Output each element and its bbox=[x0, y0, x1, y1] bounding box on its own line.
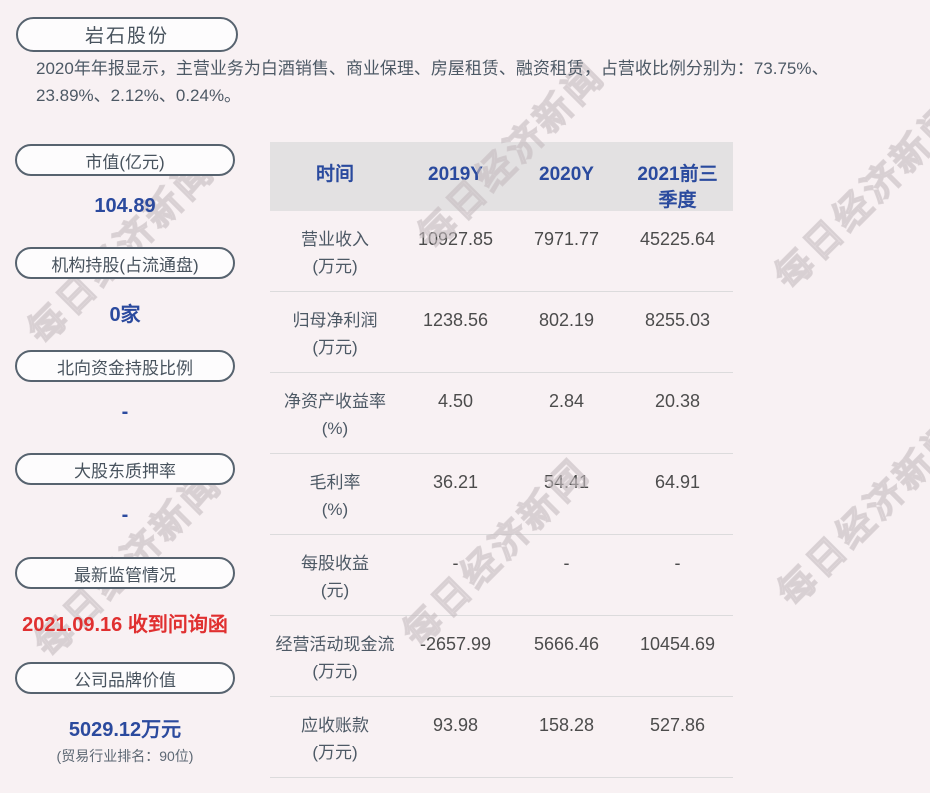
stat-value: 0家 bbox=[109, 304, 141, 326]
table-row: 毛利率 (%) 36.21 54.41 64.91 bbox=[270, 454, 733, 535]
metric-name: 净资产收益率 bbox=[284, 392, 386, 411]
stat-label-pill: 市值(亿元) bbox=[15, 144, 235, 176]
company-name-pill: 岩石股份 bbox=[16, 17, 238, 52]
table-row: 经营活动现金流 (万元) -2657.99 5666.46 10454.69 bbox=[270, 616, 733, 697]
stat-label-pill: 大股东质押率 bbox=[15, 453, 235, 485]
cell-2021q3: 8255.03 bbox=[644, 310, 711, 330]
metric-name: 营业收入 bbox=[301, 230, 369, 249]
metric-label: 净资产收益率 (%) bbox=[270, 373, 400, 453]
stat-label: 市值(亿元) bbox=[85, 152, 165, 172]
cell-2020: 54.41 bbox=[543, 472, 590, 492]
metric-unit: (万元) bbox=[312, 257, 358, 276]
metric-unit: (%) bbox=[321, 419, 349, 438]
metric-name: 归母净利润 bbox=[292, 311, 378, 330]
metric-label: 应收账款 (万元) bbox=[270, 697, 400, 777]
financial-table: 时间 2019Y 2020Y 2021前三 季度 营业收入 (万元) 10927… bbox=[270, 142, 733, 778]
watermark-text: 每日经济新闻 bbox=[766, 93, 930, 297]
metric-unit: (万元) bbox=[312, 662, 358, 681]
table-row: 每股收益 (元) - - - bbox=[270, 535, 733, 616]
metric-name: 每股收益 bbox=[301, 554, 369, 573]
watermark-text: 每日经济新闻 bbox=[769, 410, 930, 614]
stat-label: 公司品牌价值 bbox=[74, 670, 176, 690]
table-row: 应收账款 (万元) 93.98 158.28 527.86 bbox=[270, 697, 733, 778]
cell-2020: 5666.46 bbox=[533, 634, 600, 654]
cell-2019: - bbox=[452, 553, 459, 573]
metric-unit: (万元) bbox=[312, 743, 358, 762]
stat-label: 机构持股(占流通盘) bbox=[51, 255, 199, 275]
stat-value: 5029.12万元 bbox=[68, 719, 182, 741]
cell-2021q3: - bbox=[674, 553, 681, 573]
metric-name: 毛利率 bbox=[309, 473, 361, 492]
stat-brand-value: 公司品牌价值 5029.12万元 (贸易行业排名：90位) bbox=[15, 662, 235, 766]
table-header-2021q3: 2021前三 季度 bbox=[637, 164, 718, 211]
cell-2019: 93.98 bbox=[432, 715, 479, 735]
stat-major-shareholder-pledge: 大股东质押率 - bbox=[15, 453, 235, 527]
stat-value: 104.89 bbox=[94, 195, 156, 217]
company-description: 2020年年报显示，主营业务为白酒销售、商业保理、房屋租赁、融资租赁，占营收比例… bbox=[36, 59, 829, 105]
stat-label: 北向资金持股比例 bbox=[57, 358, 193, 378]
company-name: 岩石股份 bbox=[84, 26, 169, 47]
cell-2019: 4.50 bbox=[437, 391, 474, 411]
cell-2020: - bbox=[563, 553, 570, 573]
cell-2021q3: 10454.69 bbox=[639, 634, 716, 654]
metric-unit: (万元) bbox=[312, 338, 358, 357]
stat-label-pill: 机构持股(占流通盘) bbox=[15, 247, 235, 279]
cell-2020: 802.19 bbox=[538, 310, 595, 330]
metric-label: 毛利率 (%) bbox=[270, 454, 400, 534]
metric-label: 归母净利润 (万元) bbox=[270, 292, 400, 372]
stat-value-alert: 2021.09.16 收到问询函 bbox=[22, 614, 228, 636]
cell-2020: 158.28 bbox=[538, 715, 595, 735]
table-header-time: 时间 bbox=[315, 164, 354, 185]
table-row: 营业收入 (万元) 10927.85 7971.77 45225.64 bbox=[270, 211, 733, 292]
cell-2020: 2.84 bbox=[548, 391, 585, 411]
cell-2019: 10927.85 bbox=[417, 229, 494, 249]
metric-unit: (元) bbox=[320, 581, 350, 600]
cell-2019: 1238.56 bbox=[422, 310, 489, 330]
stat-label-pill: 最新监管情况 bbox=[15, 557, 235, 589]
table-header-2019: 2019Y bbox=[428, 164, 483, 185]
cell-2021q3: 527.86 bbox=[649, 715, 706, 735]
stat-subtext: (贸易行业排名：90位) bbox=[56, 748, 194, 764]
stat-institutional-holding: 机构持股(占流通盘) 0家 bbox=[15, 247, 235, 327]
metric-name: 经营活动现金流 bbox=[275, 635, 395, 654]
metric-name: 应收账款 bbox=[301, 716, 369, 735]
metric-label: 每股收益 (元) bbox=[270, 535, 400, 615]
stat-northbound-holding: 北向资金持股比例 - bbox=[15, 350, 235, 424]
stat-label: 最新监管情况 bbox=[74, 565, 176, 585]
metric-label: 经营活动现金流 (万元) bbox=[270, 616, 400, 696]
cell-2019: -2657.99 bbox=[419, 634, 492, 654]
stat-label: 大股东质押率 bbox=[74, 461, 176, 481]
stat-market-cap: 市值(亿元) 104.89 bbox=[15, 144, 235, 218]
cell-2020: 7971.77 bbox=[533, 229, 600, 249]
metric-unit: (%) bbox=[321, 500, 349, 519]
table-row: 归母净利润 (万元) 1238.56 802.19 8255.03 bbox=[270, 292, 733, 373]
stat-latest-regulation: 最新监管情况 2021.09.16 收到问询函 bbox=[15, 557, 235, 637]
stat-label-pill: 北向资金持股比例 bbox=[15, 350, 235, 382]
stat-value: - bbox=[121, 401, 129, 423]
table-header-2020: 2020Y bbox=[539, 164, 594, 185]
cell-2021q3: 45225.64 bbox=[639, 229, 716, 249]
table-header-row: 时间 2019Y 2020Y 2021前三 季度 bbox=[270, 142, 733, 211]
stat-label-pill: 公司品牌价值 bbox=[15, 662, 235, 694]
metric-label: 营业收入 (万元) bbox=[270, 211, 400, 291]
cell-2021q3: 64.91 bbox=[654, 472, 701, 492]
stat-value: - bbox=[121, 504, 129, 526]
cell-2021q3: 20.38 bbox=[654, 391, 701, 411]
cell-2019: 36.21 bbox=[432, 472, 479, 492]
table-row: 净资产收益率 (%) 4.50 2.84 20.38 bbox=[270, 373, 733, 454]
